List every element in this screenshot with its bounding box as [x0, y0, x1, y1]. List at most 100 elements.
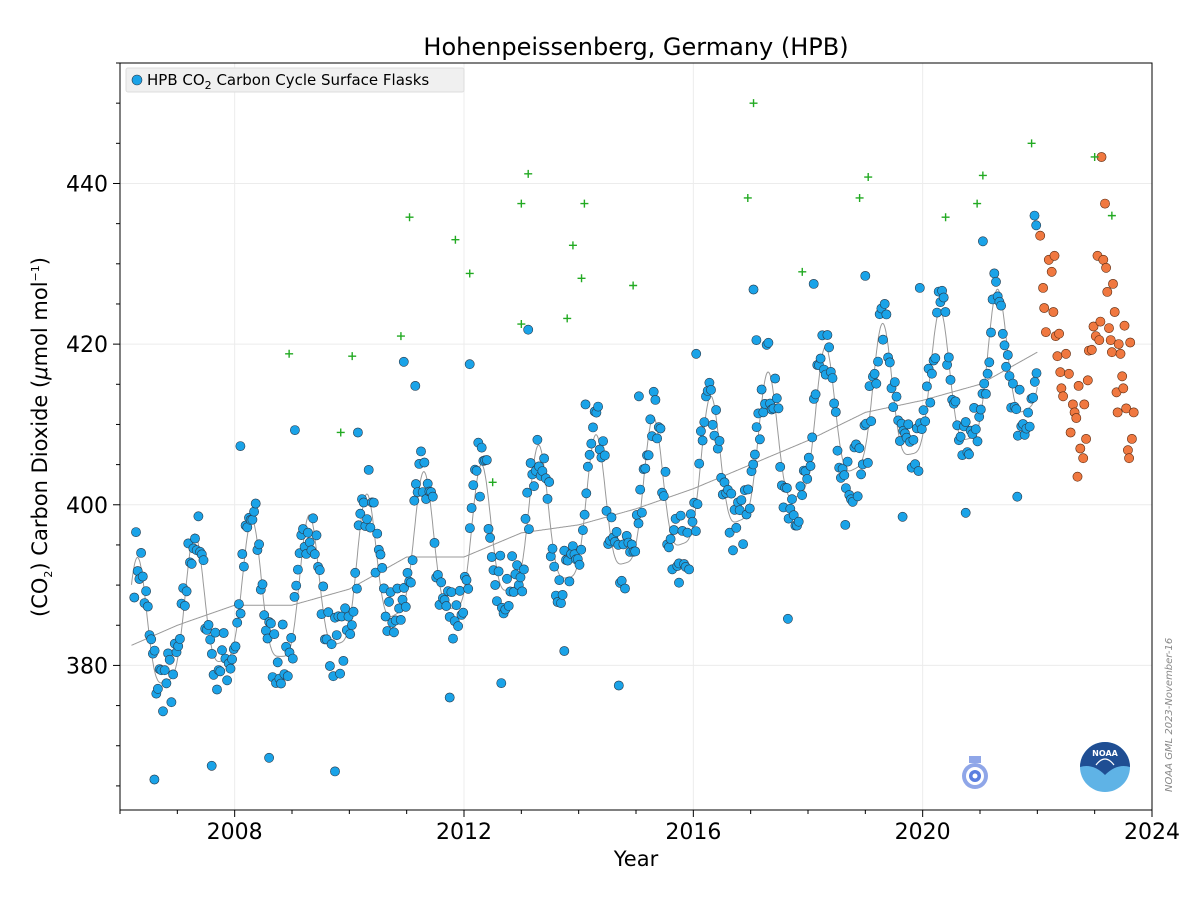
- flask-point: [174, 634, 185, 644]
- flask-point: [206, 760, 217, 771]
- flask-point: [975, 404, 986, 415]
- flask-point: [696, 426, 706, 437]
- preliminary-point: [1056, 383, 1067, 394]
- x-tick-label: 2016: [665, 820, 721, 845]
- flask-point: [372, 528, 383, 539]
- flask-point: [517, 586, 528, 597]
- flask-point: [542, 493, 553, 504]
- outlier-point: [1090, 152, 1099, 161]
- preliminary-point: [1039, 303, 1050, 313]
- flask-point: [918, 405, 929, 416]
- flask-point: [697, 435, 708, 446]
- flask-point: [1024, 421, 1035, 432]
- credit-text: NOAA GML 2023-November-16: [1164, 638, 1175, 792]
- flask-point: [738, 539, 748, 549]
- outlier-point: [563, 314, 572, 323]
- flask-point: [863, 457, 873, 468]
- flask-point: [448, 633, 458, 644]
- flask-point: [203, 620, 214, 630]
- flask-point: [292, 564, 303, 575]
- flask-point: [557, 590, 568, 600]
- flask-point: [743, 484, 753, 495]
- flask-point: [665, 534, 676, 544]
- flask-point: [407, 555, 418, 566]
- flask-point: [601, 505, 612, 516]
- outlier-point: [465, 269, 474, 278]
- flask-point: [1029, 376, 1040, 387]
- data-points-layer: [129, 99, 1139, 785]
- flask-point: [684, 564, 694, 575]
- flask-point: [783, 613, 793, 624]
- chart-title: Hohenpeissenberg, Germany (HPB): [423, 33, 848, 61]
- flask-point: [943, 352, 954, 363]
- flask-point: [860, 270, 871, 281]
- preliminary-point: [1082, 375, 1093, 386]
- flask-point: [787, 494, 797, 505]
- flask-point: [523, 324, 534, 335]
- flask-point: [309, 549, 320, 560]
- outlier-point: [978, 171, 987, 180]
- outlier-point: [524, 169, 533, 178]
- flask-point: [960, 417, 971, 427]
- flask-point: [368, 497, 379, 508]
- flask-point: [491, 596, 502, 606]
- flask-point: [1031, 220, 1042, 231]
- flask-point: [483, 524, 494, 534]
- flask-point: [675, 510, 686, 521]
- flask-point: [1001, 361, 1011, 372]
- flask-point: [264, 752, 274, 763]
- flask-point: [581, 488, 592, 499]
- flask-point: [744, 503, 755, 514]
- outlier-point: [743, 193, 752, 202]
- flask-point: [1014, 384, 1025, 395]
- flask-point: [795, 481, 806, 492]
- flask-point: [908, 434, 919, 445]
- flask-point: [444, 692, 455, 703]
- flask-point: [751, 422, 762, 432]
- flask-point: [453, 621, 463, 632]
- flask-point: [682, 527, 693, 538]
- flask-point: [205, 634, 216, 645]
- preliminary-point: [1035, 230, 1046, 241]
- flask-point: [599, 450, 610, 461]
- flask-point: [289, 425, 300, 435]
- preliminary-point: [1055, 367, 1066, 378]
- flask-point: [556, 598, 566, 608]
- flask-point: [583, 461, 593, 472]
- flask-point: [945, 374, 956, 385]
- preliminary-point: [1100, 198, 1110, 209]
- flask-point: [771, 393, 782, 404]
- flask-point: [807, 432, 818, 443]
- flask-point: [927, 368, 937, 379]
- flask-point: [490, 580, 501, 590]
- preliminary-point: [1125, 337, 1136, 348]
- preliminary-point: [1079, 399, 1090, 410]
- flask-point: [889, 377, 900, 387]
- flask-point: [206, 649, 217, 659]
- flask-point: [503, 601, 514, 611]
- preliminary-point: [1105, 335, 1116, 345]
- preliminary-point: [1115, 348, 1126, 359]
- flask-point: [218, 628, 229, 638]
- flask-point: [658, 491, 669, 501]
- flask-point: [640, 463, 651, 474]
- flask-point: [400, 601, 411, 612]
- flask-point: [748, 459, 759, 470]
- flask-point: [282, 671, 293, 682]
- flask-point: [567, 541, 578, 551]
- flask-point: [694, 458, 705, 469]
- flask-point: [1028, 392, 1038, 403]
- outlier-point: [336, 428, 345, 437]
- flask-point: [920, 416, 931, 427]
- flask-point: [803, 452, 814, 463]
- flask-point: [842, 456, 853, 467]
- flask-point: [547, 543, 558, 554]
- flask-point: [377, 563, 388, 573]
- trend-line: [131, 351, 1038, 646]
- flask-point: [272, 657, 283, 668]
- preliminary-point: [1101, 262, 1111, 273]
- flask-point: [660, 466, 671, 477]
- flask-point: [168, 669, 178, 680]
- outlier-point: [577, 274, 586, 283]
- flask-point: [824, 342, 834, 353]
